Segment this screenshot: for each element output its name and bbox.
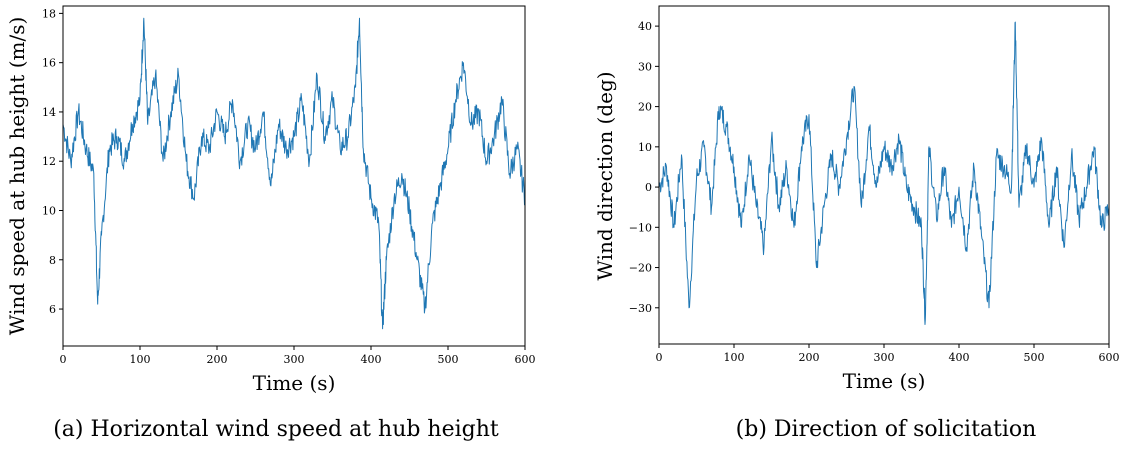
panel-b-y-tick-label: 0 <box>645 181 652 194</box>
panel-a-y-axis-label: Wind speed at hub height (m/s) <box>5 17 29 336</box>
panel-b-ticks: 0 100 200 300 400 500 600 −30 −20 −10 0 10 20 30 40 <box>629 20 1120 364</box>
panel-a-series-line <box>62 17 526 330</box>
panel-b-series-line <box>658 21 1110 325</box>
panel-b-y-tick-label: −10 <box>629 221 652 234</box>
panel-b-y-tick-label: 40 <box>638 20 652 33</box>
panel-a: 0 100 200 300 400 500 600 6 8 10 12 14 16 18 Time (s)… <box>5 5 536 442</box>
panel-b-y-axis-label: Wind direction (deg) <box>593 71 617 280</box>
panel-a-caption: (a) Horizontal wind speed at hub height <box>53 417 499 442</box>
panel-a-plot-area <box>62 17 526 330</box>
panel-b-x-tick-label: 400 <box>949 351 970 364</box>
panel-a-x-tick-label: 200 <box>207 353 228 366</box>
panel-a-y-tick-label: 10 <box>42 204 56 217</box>
panel-b-x-tick-label: 600 <box>1099 351 1120 364</box>
panel-b-y-tick-label: −20 <box>629 262 652 275</box>
panel-b: 0 100 200 300 400 500 600 −30 −20 −10 0 10 20 30 40 Ti… <box>593 5 1120 442</box>
panel-a-y-tick-label: 18 <box>42 7 56 20</box>
panel-b-x-tick-label: 0 <box>656 351 663 364</box>
panel-a-y-tick-label: 8 <box>49 254 56 267</box>
panel-b-x-tick-label: 500 <box>1024 351 1045 364</box>
panel-a-x-tick-label: 300 <box>284 353 305 366</box>
panel-a-x-tick-label: 500 <box>438 353 459 366</box>
panel-b-caption: (b) Direction of solicitation <box>736 417 1037 442</box>
panel-b-axes-frame <box>658 5 1110 345</box>
panel-a-x-tick-label: 0 <box>60 353 67 366</box>
panel-b-x-tick-label: 300 <box>874 351 895 364</box>
panel-a-ticks: 0 100 200 300 400 500 600 6 8 10 12 14 16 18 <box>42 7 536 366</box>
panel-b-y-tick-label: 30 <box>638 60 652 73</box>
panel-b-x-axis-label: Time (s) <box>843 369 926 393</box>
panel-b-x-tick-label: 200 <box>799 351 820 364</box>
panel-a-y-tick-label: 16 <box>42 57 56 70</box>
panel-a-x-tick-label: 400 <box>361 353 382 366</box>
panel-b-y-tick-label: −30 <box>629 302 652 315</box>
panel-a-axes-frame <box>62 5 526 347</box>
panel-a-x-tick-label: 600 <box>515 353 536 366</box>
panel-b-x-tick-label: 100 <box>724 351 745 364</box>
panel-a-y-tick-label: 14 <box>42 106 56 119</box>
panel-a-y-tick-label: 6 <box>49 303 56 316</box>
panel-a-x-axis-label: Time (s) <box>253 371 336 395</box>
panel-a-x-tick-label: 100 <box>130 353 151 366</box>
panel-b-y-tick-label: 20 <box>638 101 652 114</box>
panel-b-y-tick-label: 10 <box>638 141 652 154</box>
panel-a-y-tick-label: 12 <box>42 155 56 168</box>
panel-b-plot-area <box>658 21 1110 325</box>
